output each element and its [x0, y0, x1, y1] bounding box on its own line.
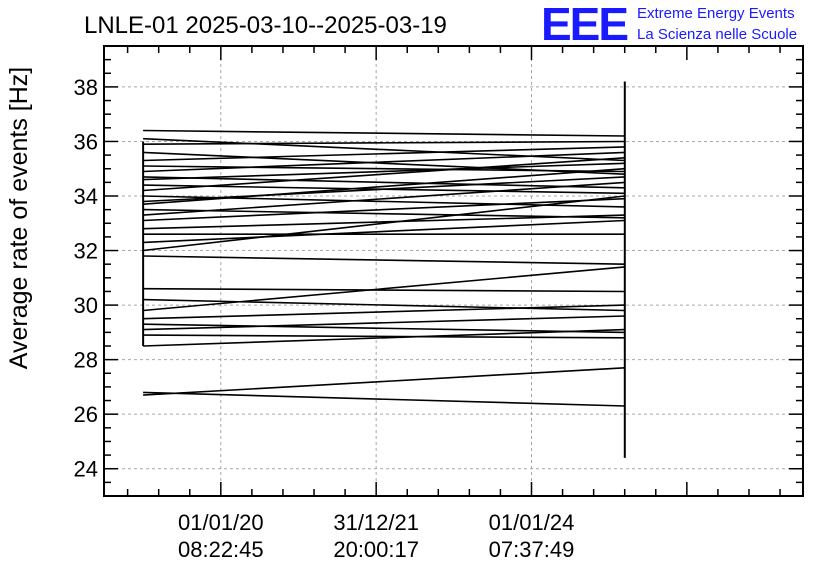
series-line [143, 328, 625, 347]
x-tick-label-time: 20:00:17 [333, 537, 419, 562]
logo-line-2: La Scienza nelle Scuole [637, 26, 797, 43]
series-line [143, 137, 625, 162]
y-tick-label: 34 [74, 184, 98, 209]
series-line [143, 195, 625, 252]
series-line [143, 298, 625, 312]
logo-line-1: Extreme Energy Events [637, 5, 795, 22]
series-group [143, 129, 625, 407]
series-line [143, 214, 625, 230]
x-tick-label-time: 08:22:45 [178, 537, 264, 562]
y-tick-label: 36 [74, 129, 98, 154]
vertical-bars [142, 81, 626, 458]
series-line [143, 165, 625, 173]
y-tick-label: 32 [74, 239, 98, 264]
x-tick-label-date: 01/01/24 [489, 510, 575, 535]
x-tick-label-date: 31/12/21 [333, 510, 419, 535]
axes [103, 45, 804, 497]
y-tick-label: 26 [74, 402, 98, 427]
series-line [143, 176, 625, 203]
series-line [143, 140, 625, 145]
series-line [143, 176, 625, 189]
grid [104, 46, 803, 496]
series-line [143, 367, 625, 396]
plot-frame [103, 45, 804, 497]
y-tick-label: 28 [74, 348, 98, 373]
series-line [143, 167, 625, 205]
series-line [143, 255, 625, 265]
series-line [143, 304, 625, 320]
y-tick-label: 30 [74, 293, 98, 318]
series-line [143, 334, 625, 339]
series-line [143, 129, 625, 137]
series-line [143, 208, 625, 219]
series-line [143, 157, 625, 192]
series-line [143, 162, 625, 181]
y-tick-label: 24 [74, 457, 98, 482]
eee-logo: EEE Extreme Energy Events La Scienza nel… [541, 0, 797, 50]
series-line [143, 323, 625, 334]
series-line [143, 391, 625, 407]
series-line [143, 181, 625, 216]
series-line [143, 315, 625, 331]
series-line [143, 151, 625, 173]
logo-mark: EEE [541, 0, 627, 50]
y-axis-title: Average rate of events [Hz] [5, 67, 33, 369]
x-tick-label-date: 01/01/20 [178, 510, 264, 535]
series-line [143, 197, 625, 222]
series-line [143, 219, 625, 244]
series-line [143, 287, 625, 293]
series-line [143, 266, 625, 312]
chart-title: LNLE-01 2025-03-10--2025-03-19 [84, 12, 447, 39]
x-tick-label-time: 07:37:49 [489, 537, 575, 562]
y-tick-label: 38 [74, 75, 98, 100]
series-line [143, 146, 625, 162]
